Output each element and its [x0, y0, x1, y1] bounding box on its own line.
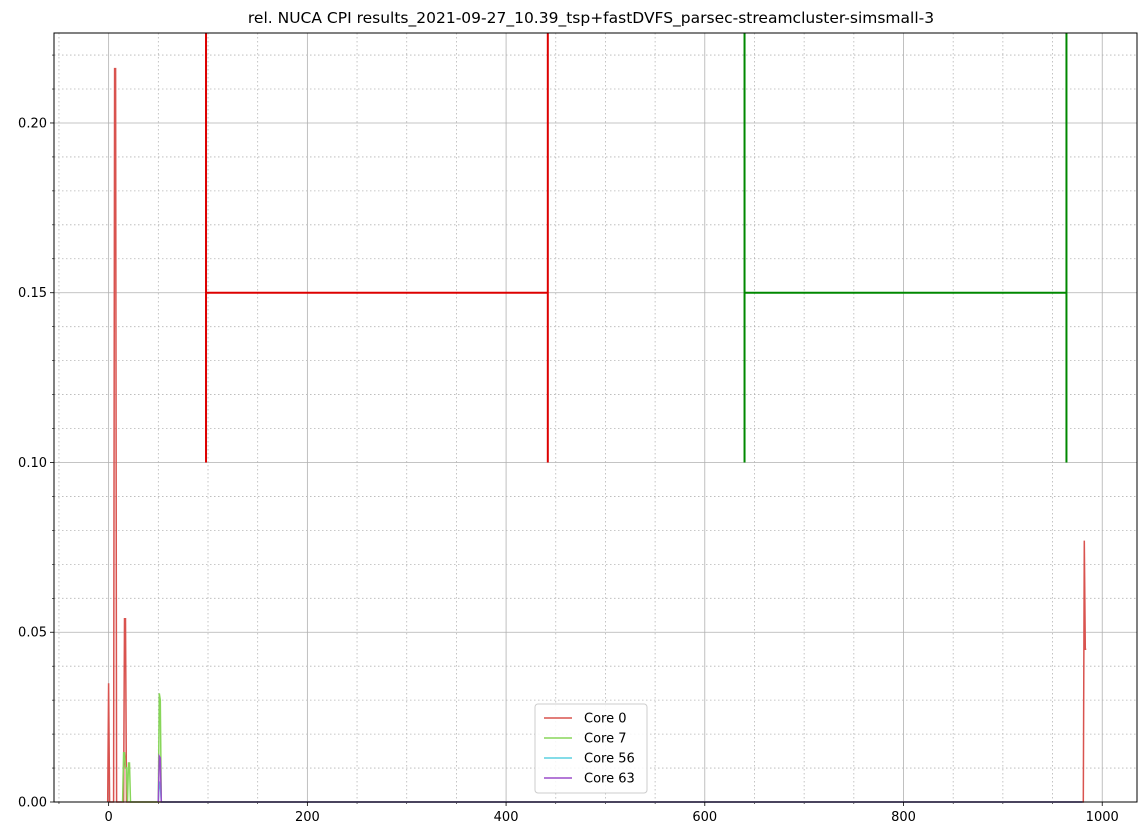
- legend-label-core-56: Core 56: [584, 752, 635, 767]
- annotations: [205, 33, 1068, 463]
- chart-title: rel. NUCA CPI results_2021-09-27_10.39_t…: [248, 9, 934, 28]
- y-tick-label: 0.05: [18, 626, 47, 641]
- x-tick-label: 800: [891, 810, 916, 825]
- legend-box: [534, 703, 648, 794]
- y-tick-label: 0.10: [18, 456, 47, 471]
- series-lines: [106, 67, 1087, 803]
- y-tick-label: 0.00: [18, 796, 47, 811]
- major-grid: [54, 33, 1137, 803]
- y-axis-ticks: 0.00 0.05 0.10 0.15 0.20: [18, 116, 54, 811]
- x-tick-label: 400: [494, 810, 519, 825]
- legend-label-core-7: Core 7: [584, 732, 627, 747]
- x-tick-label: 200: [295, 810, 320, 825]
- minor-grid: [52, 33, 1137, 804]
- plot-frame: [53, 32, 1138, 803]
- x-tick-label: 1000: [1086, 810, 1119, 825]
- x-tick-label: 0: [105, 810, 113, 825]
- legend-label-core-0: Core 0: [584, 712, 627, 727]
- y-tick-label: 0.20: [18, 116, 47, 131]
- series-line-core-7: [121, 693, 1083, 803]
- series-line-core-0: [106, 67, 1087, 803]
- legend: Core 0 Core 7 Core 56 Core 63: [534, 703, 648, 794]
- y-tick-label: 0.15: [18, 286, 47, 301]
- x-axis-ticks: 0 200 400 600 800 1000: [105, 802, 1119, 825]
- legend-label-core-63: Core 63: [584, 772, 635, 787]
- x-tick-label: 600: [692, 810, 717, 825]
